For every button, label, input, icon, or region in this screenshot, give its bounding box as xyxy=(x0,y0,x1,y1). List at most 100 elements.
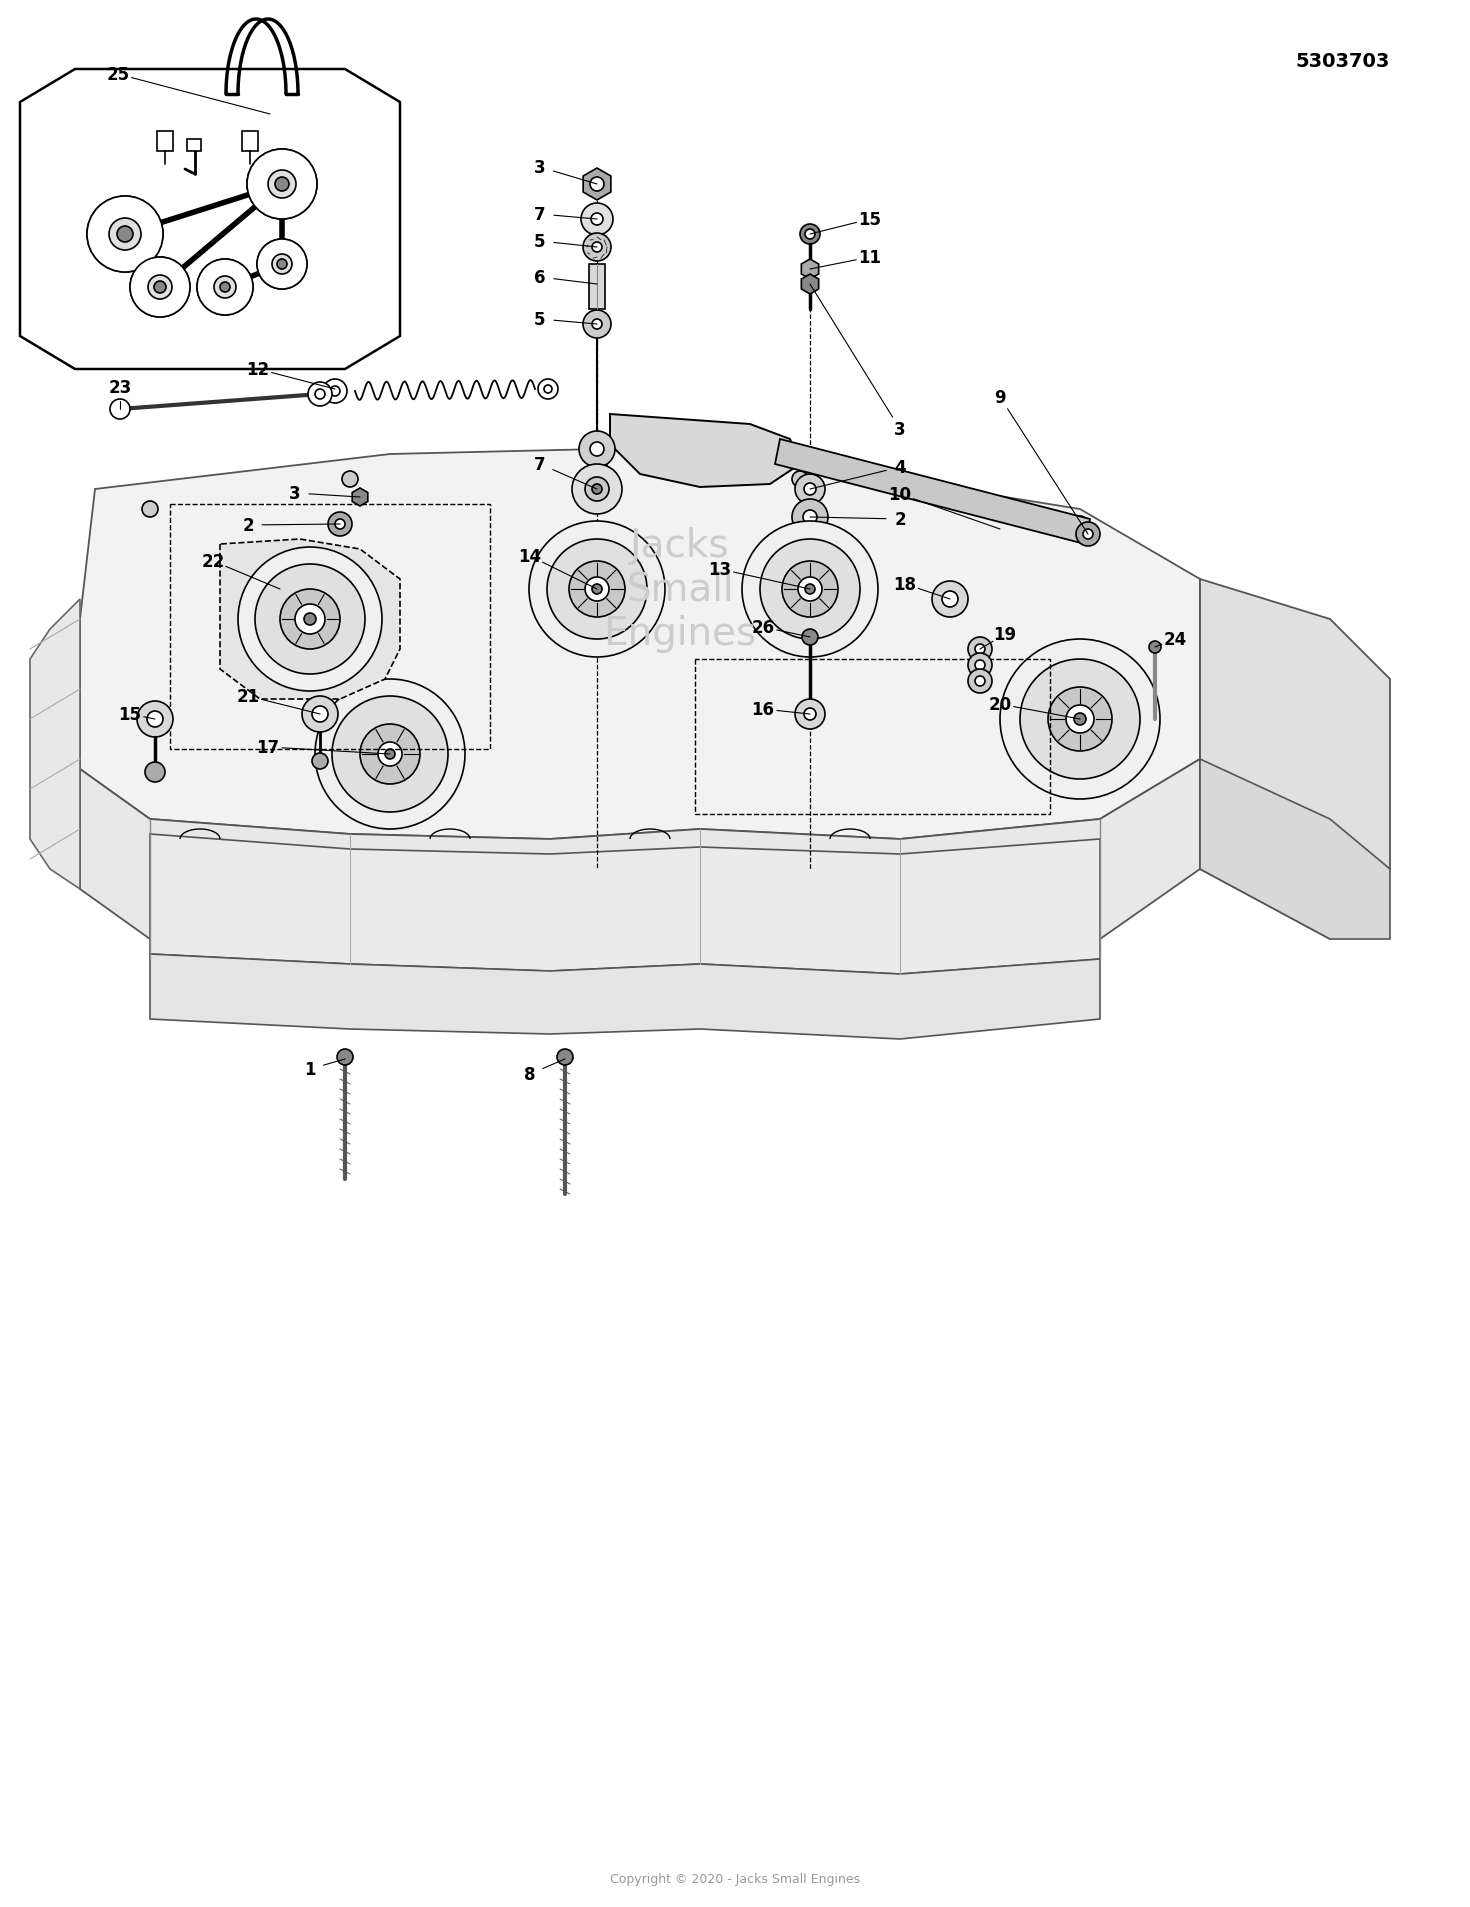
Polygon shape xyxy=(584,170,612,200)
Circle shape xyxy=(197,259,253,317)
Text: 25: 25 xyxy=(106,67,129,84)
Circle shape xyxy=(315,389,325,400)
Circle shape xyxy=(1066,706,1094,734)
Circle shape xyxy=(220,282,229,294)
Bar xyxy=(243,132,259,153)
Polygon shape xyxy=(220,540,400,700)
Circle shape xyxy=(309,383,332,406)
Circle shape xyxy=(782,563,838,618)
Circle shape xyxy=(143,502,157,517)
Text: 8: 8 xyxy=(525,1066,535,1083)
Circle shape xyxy=(932,582,969,618)
Circle shape xyxy=(343,471,359,488)
Text: 4: 4 xyxy=(894,460,906,477)
Text: 5: 5 xyxy=(534,311,545,328)
Circle shape xyxy=(148,277,172,299)
Polygon shape xyxy=(21,71,400,370)
Circle shape xyxy=(742,523,878,658)
Polygon shape xyxy=(1200,759,1391,940)
Circle shape xyxy=(295,605,325,635)
Circle shape xyxy=(800,225,820,244)
Circle shape xyxy=(792,471,808,488)
Circle shape xyxy=(795,475,825,505)
Circle shape xyxy=(385,749,395,759)
Circle shape xyxy=(360,725,420,784)
Circle shape xyxy=(137,702,173,738)
Circle shape xyxy=(975,645,985,654)
Circle shape xyxy=(969,637,992,662)
Polygon shape xyxy=(610,416,800,488)
Circle shape xyxy=(975,677,985,687)
Circle shape xyxy=(254,564,365,675)
Circle shape xyxy=(247,151,318,219)
Circle shape xyxy=(220,282,229,294)
Circle shape xyxy=(1083,530,1094,540)
Circle shape xyxy=(329,387,340,397)
Bar xyxy=(187,139,201,153)
Text: 2: 2 xyxy=(243,517,254,534)
Text: 26: 26 xyxy=(751,618,775,637)
Text: 16: 16 xyxy=(751,700,775,719)
Circle shape xyxy=(257,240,307,290)
Polygon shape xyxy=(150,955,1100,1039)
Circle shape xyxy=(584,311,612,339)
Circle shape xyxy=(154,282,166,294)
Circle shape xyxy=(129,257,190,318)
Circle shape xyxy=(592,461,609,479)
Text: Copyright © 2020 - Jacks Small Engines: Copyright © 2020 - Jacks Small Engines xyxy=(610,1873,860,1886)
Text: 5303703: 5303703 xyxy=(1295,51,1391,71)
Circle shape xyxy=(335,521,345,530)
Text: 12: 12 xyxy=(247,360,269,379)
Circle shape xyxy=(275,177,290,193)
Circle shape xyxy=(585,578,609,603)
Circle shape xyxy=(581,204,613,236)
Polygon shape xyxy=(1200,580,1391,940)
Circle shape xyxy=(544,385,553,393)
Text: 10: 10 xyxy=(888,486,911,503)
Polygon shape xyxy=(775,441,1089,545)
Circle shape xyxy=(589,177,604,193)
Polygon shape xyxy=(79,759,1200,959)
Circle shape xyxy=(538,379,559,400)
Circle shape xyxy=(557,1049,573,1066)
Circle shape xyxy=(1072,517,1088,532)
Circle shape xyxy=(238,547,382,692)
Circle shape xyxy=(592,484,603,494)
Circle shape xyxy=(312,707,328,723)
Text: 21: 21 xyxy=(237,688,260,706)
Circle shape xyxy=(129,257,190,318)
Circle shape xyxy=(87,196,163,273)
Circle shape xyxy=(276,259,287,271)
Circle shape xyxy=(146,763,165,782)
Circle shape xyxy=(268,172,295,198)
Circle shape xyxy=(337,1049,353,1066)
Circle shape xyxy=(1076,523,1100,547)
Circle shape xyxy=(1020,660,1141,780)
Text: 9: 9 xyxy=(994,389,1005,406)
Circle shape xyxy=(585,479,609,502)
Circle shape xyxy=(795,700,825,730)
Circle shape xyxy=(547,540,647,639)
Circle shape xyxy=(1150,641,1161,654)
Circle shape xyxy=(315,679,465,830)
Bar xyxy=(589,265,606,309)
Circle shape xyxy=(760,540,860,639)
Circle shape xyxy=(592,585,603,595)
Text: Jacks
Small
Engines: Jacks Small Engines xyxy=(603,526,757,652)
Circle shape xyxy=(804,484,816,496)
Circle shape xyxy=(272,256,293,275)
Circle shape xyxy=(323,379,347,404)
Circle shape xyxy=(579,431,614,467)
Text: 20: 20 xyxy=(988,696,1011,713)
Circle shape xyxy=(1048,688,1111,751)
Text: 19: 19 xyxy=(994,625,1017,645)
Circle shape xyxy=(332,696,448,812)
Circle shape xyxy=(1075,713,1086,727)
Circle shape xyxy=(589,442,604,458)
Polygon shape xyxy=(29,599,79,889)
Text: 22: 22 xyxy=(201,553,225,570)
Text: 13: 13 xyxy=(709,561,732,578)
Circle shape xyxy=(275,177,290,193)
Circle shape xyxy=(147,711,163,728)
Circle shape xyxy=(257,240,307,290)
